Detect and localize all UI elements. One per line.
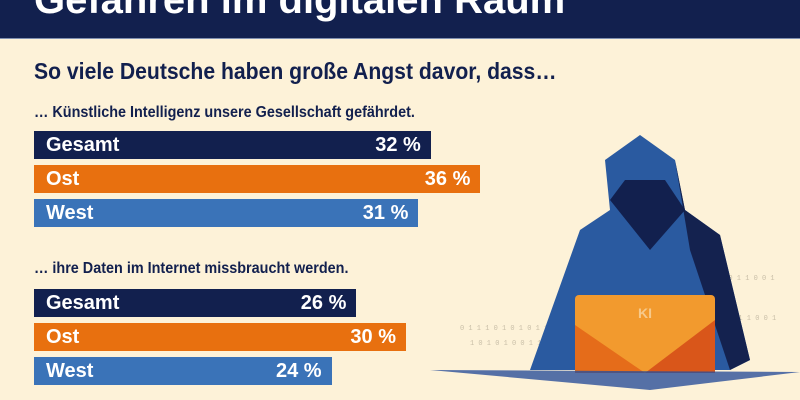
desk-line <box>430 370 800 390</box>
bar-value-label: 36 % <box>424 168 471 190</box>
face-shadow <box>610 180 685 250</box>
bar-gesamt: Gesamt 32 % <box>34 131 431 159</box>
svg-text:1 0 1 0 1 0 0 1 1: 1 0 1 0 1 0 0 1 1 <box>470 340 541 348</box>
question-label: … ihre Daten im Internet missbraucht wer… <box>34 260 349 277</box>
laptop-label: KI <box>638 305 652 321</box>
svg-text:0 1 1 0 0 1: 0 1 1 0 0 1 <box>730 315 776 323</box>
page-title: Gefahren im digitalen Raum <box>34 0 566 22</box>
svg-text:0 1 1 1 0 1 0 1 0 1 1: 0 1 1 1 0 1 0 1 0 1 1 <box>460 325 548 333</box>
bar-west: West 24 % <box>34 357 332 385</box>
bar-category-label: Gesamt <box>46 134 120 156</box>
bar-value-label: 30 % <box>350 326 396 348</box>
bar-category-label: Gesamt <box>46 292 120 314</box>
bar-ost: Ost 30 % <box>34 323 406 351</box>
subtitle: So viele Deutsche haben große Angst davo… <box>34 58 557 84</box>
bar-category-label: Ost <box>46 168 80 190</box>
bar-value-label: 31 % <box>362 202 409 224</box>
bar-category-label: West <box>46 360 94 382</box>
header: Gefahren im digitalen Raum <box>0 0 800 39</box>
hacker-illustration: 0 1 1 1 0 1 0 1 0 1 1 1 0 1 0 1 0 0 1 1 … <box>430 135 800 390</box>
bar-gesamt: Gesamt 26 % <box>34 289 357 317</box>
question-label: … Künstliche Intelligenz unsere Gesellsc… <box>34 104 415 121</box>
bar-value-label: 24 % <box>276 360 322 382</box>
bar-west: West 31 % <box>34 199 419 227</box>
svg-text:1 0 1 1 0 0 1: 1 0 1 1 0 0 1 <box>720 275 775 283</box>
bar-category-label: West <box>46 202 94 224</box>
bar-value-label: 26 % <box>300 292 347 314</box>
bar-ost: Ost 36 % <box>34 165 481 193</box>
bar-category-label: Ost <box>46 326 80 348</box>
bar-value-label: 32 % <box>375 134 421 156</box>
